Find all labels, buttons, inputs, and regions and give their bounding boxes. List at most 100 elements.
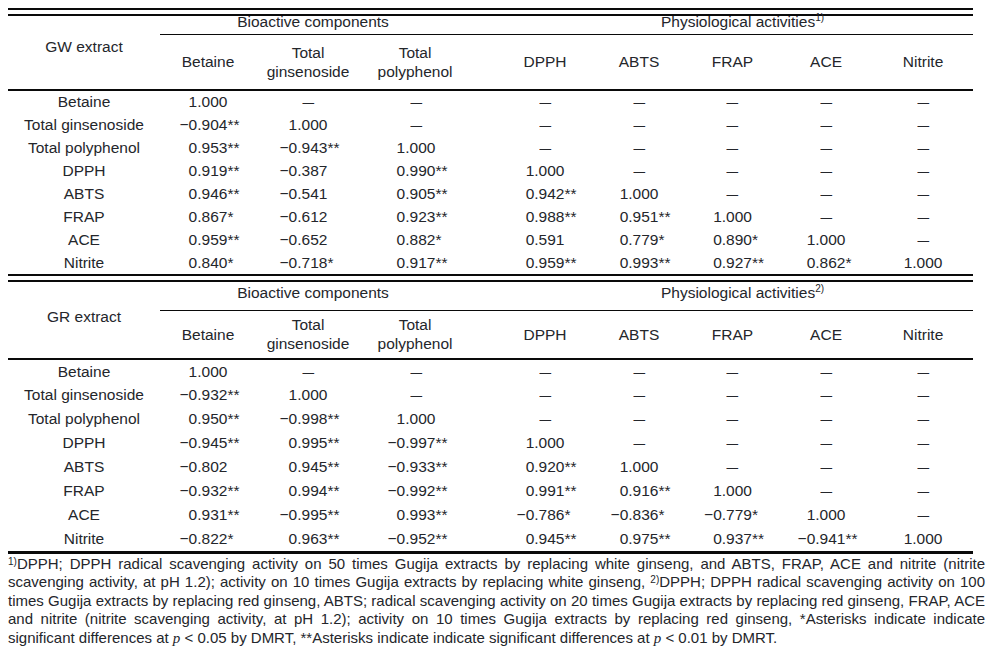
correlation-cell: –: [592, 431, 686, 455]
correlation-cell: 0.995**: [256, 431, 360, 455]
correlation-cell: 0.919**: [160, 159, 256, 182]
correlation-cell: 0.959**: [498, 251, 592, 274]
gw-extract-table: GW extract Bioactive components Physiolo…: [8, 16, 973, 274]
col-header-betaine: Betaine: [160, 34, 256, 90]
correlation-cell: −0.941**: [779, 527, 873, 551]
correlation-cell: –: [873, 479, 973, 503]
correlation-cell: 0.942**: [498, 182, 592, 205]
correlation-cell: –: [779, 359, 873, 383]
row-label: Total polyphenol: [8, 136, 160, 159]
correlation-cell: 1.000: [256, 383, 360, 407]
row-label: FRAP: [8, 479, 160, 503]
group-header-row: GR extract Bioactive components Physiolo…: [8, 282, 973, 310]
correlation-cell: –: [873, 136, 973, 159]
correlation-cell: 0.927**: [686, 251, 779, 274]
correlation-cell: 0.959**: [160, 228, 256, 251]
footnote-line: significant differences at p < 0.05 by D…: [8, 629, 985, 648]
footnote-line: 1)DPPH; DPPH radical scavenging activity…: [8, 555, 985, 574]
correlation-cell: –: [592, 359, 686, 383]
correlation-cell: 1.000: [592, 182, 686, 205]
row-label: ABTS: [8, 455, 160, 479]
correlation-cell: 0.963**: [256, 527, 360, 551]
correlation-cell: –: [686, 359, 779, 383]
correlation-cell: –: [360, 383, 498, 407]
correlation-cell: –: [498, 136, 592, 159]
table-row: ABTS0.946**−0.5410.905**0.942**1.000–––: [8, 182, 973, 205]
correlation-cell: 0.946**: [160, 182, 256, 205]
footnote-line: and nitrite (nitrite scavenging activity…: [8, 610, 985, 629]
correlation-cell: –: [779, 431, 873, 455]
col-header-nitrite: Nitrite: [873, 34, 973, 90]
row-label: ACE: [8, 503, 160, 527]
col-header-total-ginsenoside: Total ginsenoside: [256, 34, 360, 90]
row-label: ABTS: [8, 182, 160, 205]
row-label: ACE: [8, 228, 160, 251]
col-header-total-polyphenol: Total polyphenol: [360, 34, 498, 90]
correlation-cell: −0.802: [160, 455, 256, 479]
table-row: ACE0.931**−0.995**0.993**−0.786*−0.836*−…: [8, 503, 973, 527]
correlation-cell: –: [779, 407, 873, 431]
row-label: Total ginsenoside: [8, 383, 160, 407]
correlation-cell: −0.652: [256, 228, 360, 251]
row-label: FRAP: [8, 205, 160, 228]
correlation-cell: 0.905**: [360, 182, 498, 205]
correlation-cell: −0.932**: [160, 479, 256, 503]
gr-extract-table: GR extract Bioactive components Physiolo…: [8, 282, 973, 551]
correlation-cell: −0.933**: [360, 455, 498, 479]
footnote-line: scavenging activity, at pH 1.2); activit…: [8, 573, 985, 592]
correlation-cell: –: [686, 407, 779, 431]
correlation-cell: –: [256, 90, 360, 113]
correlation-cell: –: [873, 359, 973, 383]
correlation-cell: 0.923**: [360, 205, 498, 228]
correlation-cell: –: [592, 90, 686, 113]
correlation-cell: −0.387: [256, 159, 360, 182]
table-row: Nitrite0.840*−0.718*0.917**0.959**0.993*…: [8, 251, 973, 274]
correlation-cell: –: [592, 136, 686, 159]
correlation-cell: −0.786*: [498, 503, 592, 527]
correlation-cell: 0.916**: [592, 479, 686, 503]
correlation-cell: –: [686, 383, 779, 407]
correlation-cell: –: [779, 159, 873, 182]
correlation-cell: 0.953**: [160, 136, 256, 159]
col-header-frap: FRAP: [686, 310, 779, 359]
correlation-cell: –: [779, 455, 873, 479]
correlation-cell: 0.931**: [160, 503, 256, 527]
correlation-cell: –: [360, 359, 498, 383]
stub-label: GW extract: [8, 16, 160, 90]
correlation-cell: –: [873, 455, 973, 479]
table-row: DPPH−0.945**0.995**−0.997**1.000––––: [8, 431, 973, 455]
correlation-cell: –: [779, 182, 873, 205]
top-double-rule: [8, 8, 973, 16]
row-label: DPPH: [8, 159, 160, 182]
table-row: Betaine1.000–––––––: [8, 90, 973, 113]
correlation-cell: 0.951**: [592, 205, 686, 228]
row-label: Nitrite: [8, 251, 160, 274]
correlation-cell: −0.952**: [360, 527, 498, 551]
correlation-cell: 1.000: [256, 113, 360, 136]
stub-label: GR extract: [8, 282, 160, 359]
correlation-cell: –: [779, 136, 873, 159]
correlation-cell: 0.991**: [498, 479, 592, 503]
correlation-cell: –: [873, 182, 973, 205]
footnote-line: times Gugija extracts by replacing red g…: [8, 592, 985, 611]
correlation-cell: 0.945**: [256, 455, 360, 479]
group-header-physiological: Physiological activities1): [498, 16, 973, 34]
correlation-cell: 1.000: [360, 407, 498, 431]
correlation-cell: 0.779*: [592, 228, 686, 251]
correlation-cell: 0.920**: [498, 455, 592, 479]
correlation-cell: –: [686, 455, 779, 479]
col-header-betaine: Betaine: [160, 310, 256, 359]
correlation-cell: –: [873, 503, 973, 527]
correlation-cell: −0.995**: [256, 503, 360, 527]
correlation-cell: –: [686, 90, 779, 113]
row-label: Total polyphenol: [8, 407, 160, 431]
col-header-abts: ABTS: [592, 34, 686, 90]
correlation-cell: 0.591: [498, 228, 592, 251]
correlation-cell: 1.000: [592, 455, 686, 479]
group-header-bioactive: Bioactive components: [160, 282, 498, 310]
table-row: Nitrite−0.822*0.963**−0.952**0.945**0.97…: [8, 527, 973, 551]
bottom-rule: [8, 551, 973, 554]
col-header-dpph: DPPH: [498, 310, 592, 359]
correlation-cell: 1.000: [686, 479, 779, 503]
correlation-cell: −0.779*: [686, 503, 779, 527]
